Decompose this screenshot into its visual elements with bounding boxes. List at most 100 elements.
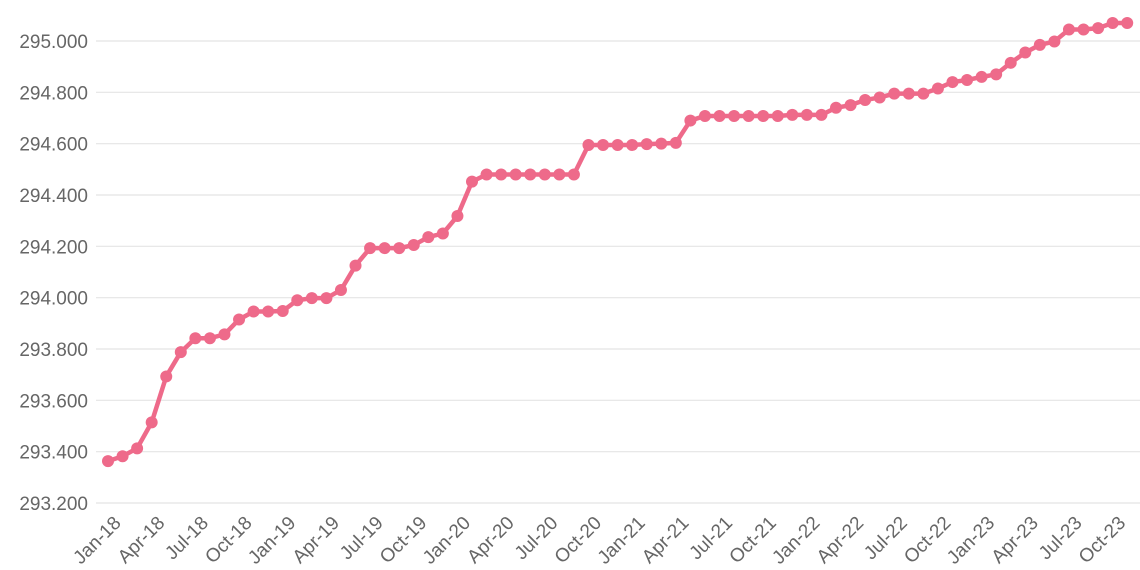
data-point[interactable]: Oct-18: 293.915 <box>233 313 246 326</box>
x-tick-label: Apr-21 <box>638 513 693 568</box>
data-point[interactable]: Sep-19: 294.193 <box>393 242 406 255</box>
data-point[interactable]: Sep-18: 293.857 <box>218 328 231 341</box>
data-point[interactable]: Nov-23: 295.07 <box>1121 17 1134 30</box>
data-point[interactable]: Oct-20: 294.595 <box>582 138 595 151</box>
data-point[interactable]: May-18: 293.693 <box>160 370 173 383</box>
data-point[interactable]: May-19: 294.03 <box>334 283 347 296</box>
data-point[interactable]: Nov-19: 294.236 <box>422 231 435 244</box>
data-point[interactable]: Dec-21: 294.712 <box>786 108 799 121</box>
data-point[interactable]: Jun-22: 294.78 <box>873 91 886 104</box>
data-point[interactable]: Jun-18: 293.788 <box>174 346 187 359</box>
data-point[interactable]: Mar-23: 294.915 <box>1004 56 1017 69</box>
data-point[interactable]: Jul-21: 294.708 <box>713 109 726 122</box>
series-line <box>105 20 1130 464</box>
data-point[interactable]: Aug-18: 293.842 <box>203 332 216 345</box>
data-point[interactable]: Apr-20: 294.48 <box>495 168 508 181</box>
data-point[interactable]: Feb-19: 293.99 <box>291 294 304 307</box>
data-point[interactable]: Feb-21: 294.598 <box>640 138 653 151</box>
y-tick-label: 294.200 <box>19 237 88 258</box>
data-point[interactable]: Dec-18: 293.946 <box>262 305 275 318</box>
data-point[interactable]: Sep-23: 295.05 <box>1092 22 1105 35</box>
data-point[interactable]: Apr-21: 294.603 <box>669 136 682 149</box>
data-point[interactable]: Sep-21: 294.708 <box>742 109 755 122</box>
data-point[interactable]: Jul-23: 295.045 <box>1062 23 1075 36</box>
data-point[interactable]: Apr-19: 293.998 <box>320 292 333 305</box>
data-point[interactable]: May-23: 294.985 <box>1033 38 1046 51</box>
x-tick-label: Oct-20 <box>551 513 606 568</box>
x-tick-label: Oct-22 <box>900 513 955 568</box>
data-point[interactable]: Apr-23: 294.955 <box>1019 46 1032 59</box>
x-tick-label: Oct-23 <box>1075 513 1130 568</box>
data-point[interactable]: Feb-23: 294.87 <box>990 68 1003 81</box>
data-point[interactable]: Jul-22: 294.795 <box>888 87 901 100</box>
data-point[interactable]: Mar-18: 293.413 <box>131 442 144 455</box>
data-point[interactable]: Jan-23: 294.86 <box>975 70 988 83</box>
y-tick-label: 295.000 <box>19 32 88 53</box>
data-point[interactable]: Jun-23: 294.998 <box>1048 35 1061 48</box>
data-point[interactable]: Feb-18: 293.382 <box>116 450 129 463</box>
y-tick-label: 294.000 <box>19 289 88 310</box>
data-point[interactable]: Aug-21: 294.708 <box>728 109 741 122</box>
x-tick-label: Jan-23 <box>943 513 999 569</box>
data-point[interactable]: Jun-19: 294.125 <box>349 259 362 272</box>
data-point[interactable]: May-22: 294.77 <box>859 94 872 107</box>
x-tick-label: Jan-22 <box>768 513 824 569</box>
grid-lines <box>96 40 1140 504</box>
data-point[interactable]: Mar-20: 294.48 <box>480 168 493 181</box>
x-tick-label: Apr-20 <box>463 513 518 568</box>
data-point[interactable]: Mar-19: 293.998 <box>305 292 318 305</box>
data-point[interactable]: Oct-22: 294.815 <box>931 82 944 95</box>
x-tick-label: Apr-18 <box>114 513 169 568</box>
data-point[interactable]: Jul-20: 294.48 <box>538 168 551 181</box>
data-point[interactable]: Mar-22: 294.74 <box>830 101 842 114</box>
data-point[interactable]: Jul-19: 294.193 <box>364 242 377 255</box>
data-point[interactable]: Apr-22: 294.75 <box>844 99 857 112</box>
data-point[interactable]: May-20: 294.48 <box>509 168 522 181</box>
y-tick-label: 293.800 <box>19 340 88 361</box>
data-point[interactable]: Feb-20: 294.452 <box>466 175 478 188</box>
data-point[interactable]: Sep-22: 294.795 <box>917 87 930 100</box>
x-tick-label: Jan-19 <box>244 513 300 569</box>
y-tick-label: 294.600 <box>19 135 88 156</box>
data-point[interactable]: Sep-20: 294.48 <box>567 168 580 181</box>
x-tick-label: Jan-18 <box>70 513 126 569</box>
data-point[interactable]: Aug-23: 295.045 <box>1077 23 1090 36</box>
x-axis: Jan-18Apr-18Jul-18Oct-18Jan-19Apr-19Jul-… <box>70 513 1131 569</box>
data-point[interactable]: Nov-21: 294.708 <box>771 109 784 122</box>
data-point[interactable]: Oct-23: 295.07 <box>1106 17 1119 30</box>
data-point[interactable]: Mar-21: 294.6 <box>655 137 668 150</box>
data-point[interactable]: Feb-22: 294.712 <box>815 108 828 121</box>
data-point[interactable]: Jan-21: 294.595 <box>626 138 639 151</box>
data-point[interactable]: Jun-20: 294.48 <box>524 168 537 181</box>
x-tick-label: Jan-20 <box>419 513 475 569</box>
data-point[interactable]: Nov-20: 294.595 <box>597 138 610 151</box>
x-tick-label: Apr-22 <box>813 513 868 568</box>
data-point[interactable]: May-21: 294.69 <box>684 114 697 127</box>
data-point[interactable]: Jan-19: 293.948 <box>276 305 289 318</box>
data-point[interactable]: Apr-18: 293.514 <box>145 416 158 429</box>
data-point[interactable]: Dec-20: 294.595 <box>611 138 624 151</box>
x-tick-label: Jan-21 <box>594 513 650 569</box>
data-point[interactable]: Jul-18: 293.842 <box>189 332 202 345</box>
data-series: Jan-18: 293.363Feb-18: 293.382Mar-18: 29… <box>102 17 1134 468</box>
y-tick-label: 293.400 <box>19 443 88 464</box>
x-tick-label: Apr-23 <box>988 513 1043 568</box>
data-point[interactable]: Nov-22: 294.84 <box>946 76 959 89</box>
data-point[interactable]: Jan-18: 293.363 <box>102 455 114 468</box>
data-point[interactable]: Aug-22: 294.795 <box>902 87 915 100</box>
data-point[interactable]: Jan-20: 294.318 <box>451 210 464 223</box>
x-tick-label: Oct-18 <box>201 513 256 568</box>
data-point[interactable]: Aug-19: 294.193 <box>378 242 391 255</box>
data-point[interactable]: Jun-21: 294.708 <box>698 109 711 122</box>
data-point[interactable]: Dec-19: 294.25 <box>436 227 449 240</box>
data-point[interactable]: Nov-18: 293.946 <box>247 305 260 318</box>
x-tick-label: Apr-19 <box>289 513 344 568</box>
data-point[interactable]: Oct-19: 294.205 <box>407 239 420 252</box>
data-point[interactable]: Aug-20: 294.48 <box>553 168 566 181</box>
data-point[interactable]: Oct-21: 294.708 <box>757 109 770 122</box>
data-point[interactable]: Jan-22: 294.712 <box>800 108 813 121</box>
data-point[interactable]: Dec-22: 294.848 <box>961 74 974 87</box>
x-tick-label: Oct-21 <box>726 513 781 568</box>
